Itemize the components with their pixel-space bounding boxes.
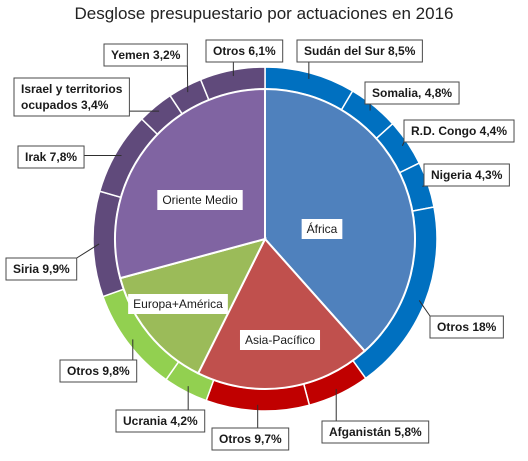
inner-label-africa: África [307,221,338,236]
outer-label-13: Otros 6,1% [205,39,284,77]
outer-label-text-9: Siria 9,9% [13,262,70,276]
outer-label-text-1: Somalia, 4,8% [372,86,452,100]
outer-label-box-1 [364,81,460,105]
outer-label-text-11-0: Israel y territorios [21,82,123,96]
outer-label-text-7: Ucrania 4,2% [123,414,198,428]
outer-label-text-2: R.D. Congo 4,4% [411,124,507,138]
outer-label-box-13 [205,39,284,63]
outer-label-text-0: Sudán del Sur 8,5% [304,44,416,58]
outer-label-box-10 [17,145,85,169]
outer-label-8: Otros 9,8% [59,339,138,383]
outer-label-leader-9 [76,243,100,259]
outer-label-text-5: Afganistán 5,8% [329,425,422,439]
chart-title: Desglose presupuestario por actuaciones … [74,4,454,23]
outer-label-box-3 [423,163,510,187]
outer-label-box-5 [321,420,430,444]
inner-label-oriente-medio: Oriente Medio [162,193,238,207]
inner-label-box-oriente-medio [157,190,243,210]
inner-label-asia-pacifico: Asia-Pacífico [245,333,315,347]
outer-label-text-3: Nigeria 4,3% [431,168,503,182]
inner-slice-asia-pacifico [196,237,367,390]
outer-label-text-8: Otros 9,8% [67,364,130,378]
outer-label-text-10: Irak 7,8% [25,150,77,164]
outer-label-1: Somalia, 4,8% [364,81,460,111]
outer-label-7: Ucrania 4,2% [115,386,206,433]
outer-label-box-12 [103,43,188,67]
outer-label-0: Sudán del Sur 8,5% [296,39,423,79]
outer-label-box-8 [59,359,138,383]
outer-label-leader-4 [418,300,431,317]
outer-label-text-13: Otros 6,1% [213,44,276,58]
outer-label-text-6: Otros 9,7% [219,432,282,446]
outer-label-box-2 [403,119,515,143]
inner-label-box-asia-pacifico [239,330,321,350]
outer-label-box-9 [5,257,78,281]
outer-label-text-4: Otros 18% [437,320,497,334]
inner-label-box-europa-america [128,294,228,314]
outer-label-box-6 [211,427,290,451]
inner-slice-oriente-medio [114,87,266,280]
inner-label-box-africa [301,219,343,239]
outer-label-text-12: Yemen 3,2% [111,48,181,62]
outer-label-box-11 [13,77,130,117]
outer-label-11: Israel y territorios ocupados 3,4% [13,77,160,117]
outer-label-leader-2 [401,141,405,147]
outer-label-3: Nigeria 4,3% [422,163,510,187]
outer-label-text-11-1: ocupados 3,4% [21,98,109,112]
outer-label-box-7 [115,409,206,433]
outer-label-box-0 [296,39,423,63]
outer-label-4: Otros 18% [418,300,504,339]
inner-label-europa-america: Europa+América [133,297,223,311]
outer-label-5: Afganistán 5,8% [321,388,430,444]
outer-label-10: Irak 7,8% [17,145,122,169]
outer-label-2: R.D. Congo 4,4% [401,119,515,147]
outer-label-box-4 [429,315,504,339]
outer-label-12: Yemen 3,2% [103,43,189,93]
outer-label-6: Otros 9,7% [211,404,290,451]
outer-label-9: Siria 9,9% [5,243,100,281]
